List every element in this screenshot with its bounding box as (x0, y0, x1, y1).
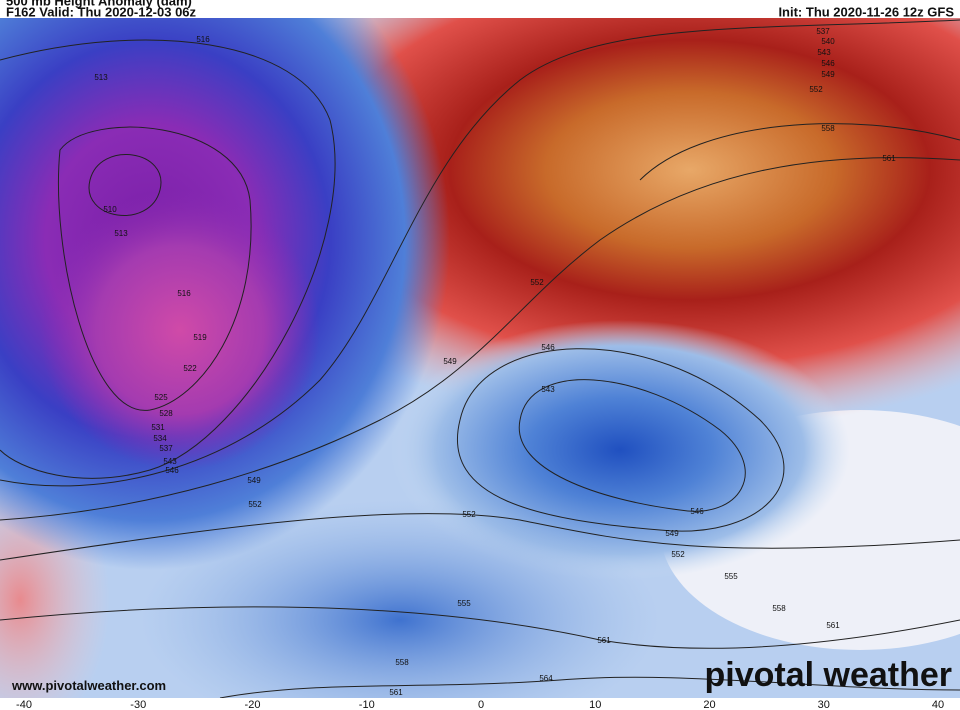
logo: pivotal weather (704, 656, 952, 694)
longitude-axis: -40 -30 -20 -10 0 10 20 30 40 (16, 699, 944, 710)
contour-label: 558 (772, 604, 786, 613)
contour-label: 537 (159, 444, 173, 453)
longitude-label: -10 (359, 699, 375, 710)
contour-label: 552 (671, 550, 685, 559)
contour-label: 540 (821, 37, 835, 46)
contour-label: 513 (114, 229, 128, 238)
contour-label: 561 (826, 621, 840, 630)
contour-label: 519 (193, 333, 207, 342)
contour-label: 546 (165, 466, 179, 475)
contour-label: 525 (154, 393, 168, 402)
contour-label: 549 (247, 476, 261, 485)
contour-label: 546 (690, 507, 704, 516)
contour-label: 516 (196, 35, 210, 44)
longitude-label: 40 (932, 699, 944, 710)
contour-label: 531 (151, 423, 165, 432)
contour-label: 561 (597, 636, 611, 645)
contour-label: 552 (462, 510, 476, 519)
contour-label: 549 (443, 357, 457, 366)
longitude-label: 20 (703, 699, 715, 710)
longitude-label: 10 (589, 699, 601, 710)
website: www.pivotalweather.com (11, 678, 166, 693)
contour-label: 558 (395, 658, 409, 667)
contour-label: 546 (821, 59, 835, 68)
contour-label: 543 (541, 385, 555, 394)
contour-label: 549 (665, 529, 679, 538)
contour-label: 552 (530, 278, 544, 287)
contour-label: 555 (457, 599, 471, 608)
contour-label: 543 (163, 457, 177, 466)
contour-label: 552 (248, 500, 262, 509)
contour-label: 522 (183, 364, 197, 373)
contour-labels: 5165135105135165195225255285315345375435… (94, 27, 896, 697)
contour-label: 534 (153, 434, 167, 443)
map-title: 500 mb Height Anomaly (dam) (6, 0, 192, 8)
contour-label: 516 (177, 289, 191, 298)
contour-label: 543 (817, 48, 831, 57)
valid-time: F162 Valid: Thu 2020-12-03 06z (6, 4, 197, 19)
contour-label: 555 (724, 572, 738, 581)
contour-label: 564 (539, 674, 553, 683)
longitude-label: -30 (130, 699, 146, 710)
contour-label: 510 (103, 205, 117, 214)
init-time: Init: Thu 2020-11-26 12z GFS (778, 4, 954, 19)
contour-label: 552 (809, 85, 823, 94)
longitude-label: -40 (16, 699, 32, 710)
contour-label: 546 (541, 343, 555, 352)
contour-label: 561 (882, 154, 896, 163)
contour-label: 549 (821, 70, 835, 79)
longitude-label: 30 (818, 699, 830, 710)
contour-label: 537 (816, 27, 830, 36)
contour-label: 528 (159, 409, 173, 418)
contour-label: 561 (389, 688, 403, 697)
longitude-label: 0 (478, 699, 484, 710)
contour-label: 558 (821, 124, 835, 133)
contour-label: 513 (94, 73, 108, 82)
longitude-label: -20 (245, 699, 261, 710)
